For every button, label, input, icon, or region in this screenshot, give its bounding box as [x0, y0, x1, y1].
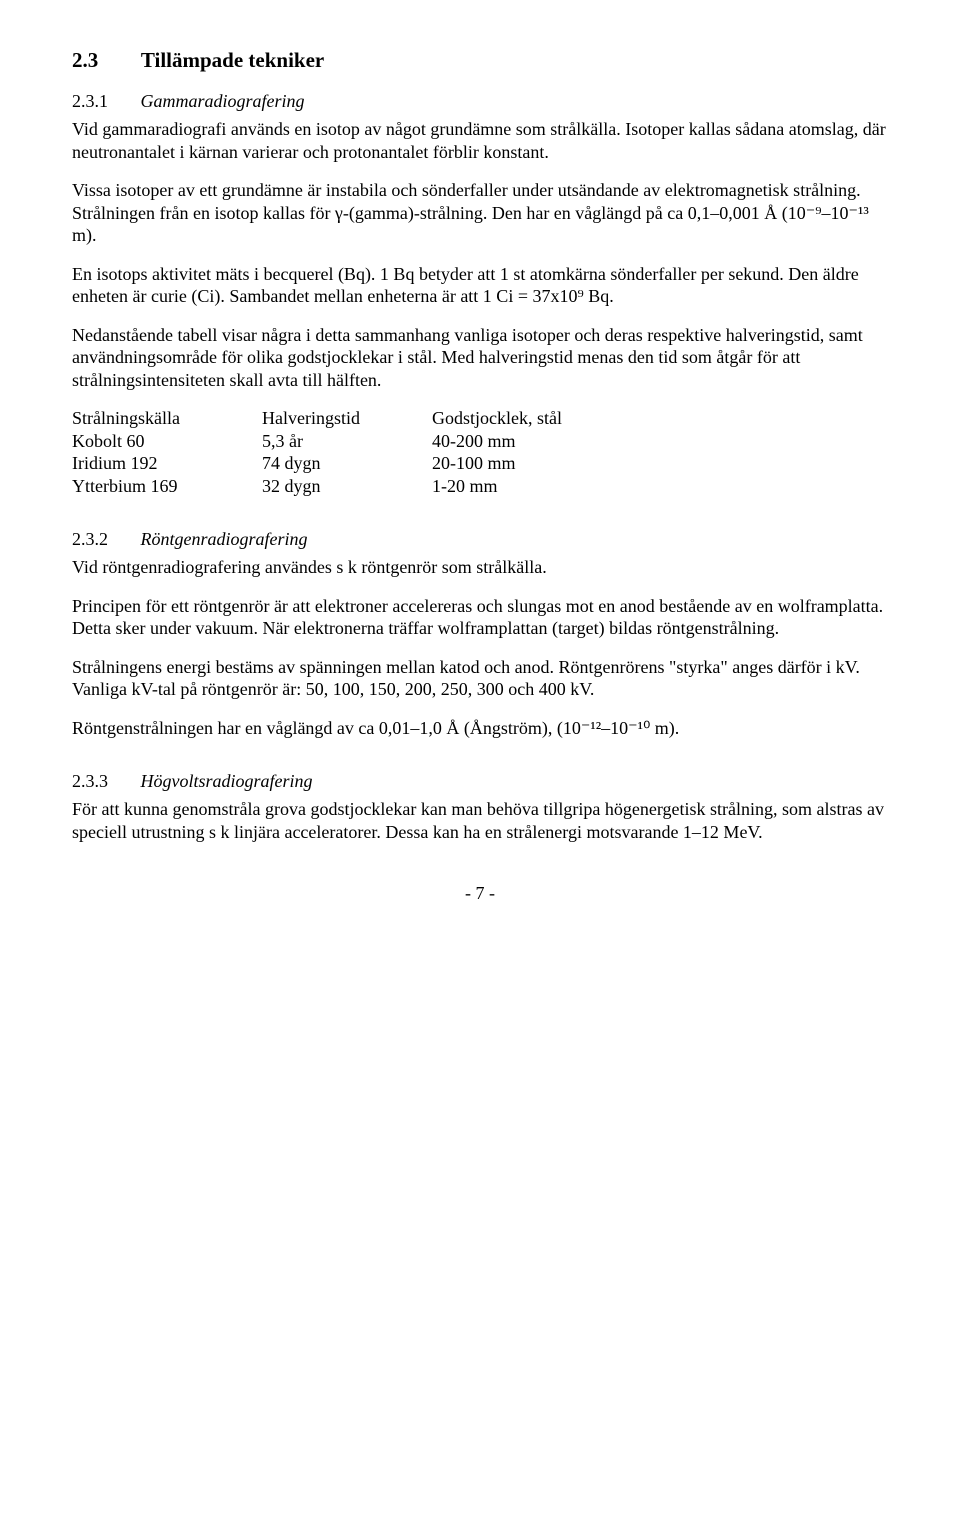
subsection-heading: 2.3.1 Gammaradiografering [72, 91, 888, 112]
table-row: Kobolt 60 5,3 år 40-200 mm [72, 430, 888, 453]
paragraph: En isotops aktivitet mäts i becquerel (B… [72, 263, 888, 308]
subsection-title: Röntgenradiografering [141, 529, 308, 549]
table-cell: 20-100 mm [432, 452, 888, 475]
paragraph: Strålningens energi bestäms av spänninge… [72, 656, 888, 701]
paragraph: Röntgenstrålningen har en våglängd av ca… [72, 717, 888, 740]
paragraph: Nedanstående tabell visar några i detta … [72, 324, 888, 392]
table-cell: 1-20 mm [432, 475, 888, 498]
subsection-title: Gammaradiografering [141, 91, 305, 111]
subsection-heading: 2.3.3 Högvoltsradiografering [72, 771, 888, 792]
paragraph: Vid gammaradiografi används en isotop av… [72, 118, 888, 163]
subsection-number: 2.3.2 [72, 529, 136, 550]
page-number: - 7 - [72, 883, 888, 904]
subsection-title: Högvoltsradiografering [141, 771, 313, 791]
subsection-number: 2.3.1 [72, 91, 136, 112]
paragraph: Principen för ett röntgenrör är att elek… [72, 595, 888, 640]
table-cell: 40-200 mm [432, 430, 888, 453]
table-header-cell: Halveringstid [262, 407, 432, 430]
document-page: 2.3 Tillämpade tekniker 2.3.1 Gammaradio… [0, 0, 960, 944]
table-cell: 5,3 år [262, 430, 432, 453]
subsection-number: 2.3.3 [72, 771, 136, 792]
section-heading: 2.3 Tillämpade tekniker [72, 48, 888, 73]
table-cell: 74 dygn [262, 452, 432, 475]
isotope-table: Strålningskälla Halveringstid Godstjockl… [72, 407, 888, 497]
paragraph: Vid röntgenradiografering användes s k r… [72, 556, 888, 579]
section-number: 2.3 [72, 48, 136, 73]
paragraph: För att kunna genomstråla grova godstjoc… [72, 798, 888, 843]
table-header-row: Strålningskälla Halveringstid Godstjockl… [72, 407, 888, 430]
table-row: Iridium 192 74 dygn 20-100 mm [72, 452, 888, 475]
paragraph: Vissa isotoper av ett grundämne är insta… [72, 179, 888, 247]
table-cell: Iridium 192 [72, 452, 262, 475]
table-cell: Ytterbium 169 [72, 475, 262, 498]
table-cell: Kobolt 60 [72, 430, 262, 453]
subsection-heading: 2.3.2 Röntgenradiografering [72, 529, 888, 550]
table-row: Ytterbium 169 32 dygn 1-20 mm [72, 475, 888, 498]
table-header-cell: Godstjocklek, stål [432, 407, 888, 430]
table-cell: 32 dygn [262, 475, 432, 498]
section-title: Tillämpade tekniker [141, 48, 324, 72]
table-header-cell: Strålningskälla [72, 407, 262, 430]
